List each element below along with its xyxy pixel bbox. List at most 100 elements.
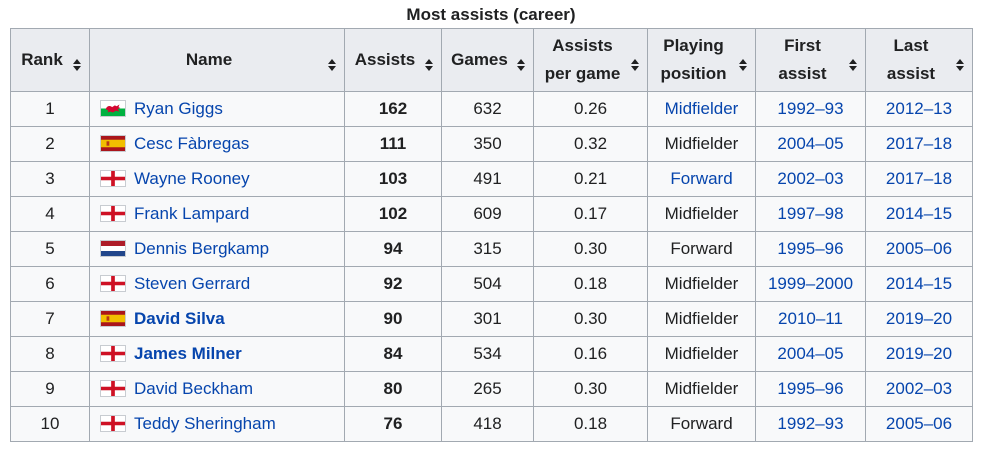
sort-arrows-icon[interactable] bbox=[738, 53, 748, 71]
first-assist-cell-link[interactable]: 2002–03 bbox=[777, 169, 844, 188]
table-row: 7 David Silva 90 301 0.30 Midfielder 2010–11 20… bbox=[10, 301, 973, 337]
position-cell: Forward bbox=[647, 231, 756, 267]
player-name-link[interactable]: Dennis Bergkamp bbox=[134, 239, 270, 258]
column-header-label-line: First bbox=[784, 36, 821, 55]
column-header-label-line: Playing bbox=[663, 36, 724, 55]
first-assist-cell-link[interactable]: 2004–05 bbox=[777, 344, 844, 363]
last-assist-cell-link[interactable]: 2014–15 bbox=[885, 204, 953, 223]
assists-table: Rank Name Assists Games Assists per game Playi… bbox=[10, 28, 973, 442]
sort-arrows-icon[interactable] bbox=[955, 53, 965, 71]
first-assist-cell: 2002–03 bbox=[755, 161, 866, 197]
name-cell: Dennis Bergkamp bbox=[89, 231, 345, 267]
games-cell: 534 bbox=[441, 336, 534, 372]
assists-per-game-cell: 0.17 bbox=[533, 196, 648, 232]
assists-per-game-cell: 0.32 bbox=[533, 126, 648, 162]
first-assist-cell-link[interactable]: 1997–98 bbox=[777, 204, 844, 223]
games-cell: 265 bbox=[441, 371, 534, 407]
column-header-apg[interactable]: Assists per game bbox=[533, 28, 648, 92]
first-assist-cell: 1995–96 bbox=[755, 231, 866, 267]
first-assist-cell: 2010–11 bbox=[755, 301, 866, 337]
table-row: 5 Dennis Bergkamp 94 315 0.30 Forward 1995–96 2… bbox=[10, 231, 973, 267]
column-header-games[interactable]: Games bbox=[441, 28, 534, 92]
rank-cell: 2 bbox=[10, 126, 90, 162]
last-assist-cell-link[interactable]: 2017–18 bbox=[885, 169, 953, 188]
column-header-first[interactable]: First assist bbox=[755, 28, 866, 92]
table-row: 1 Ryan Giggs 162 632 0.26 Midfielder 1992–93 20… bbox=[10, 91, 973, 127]
first-assist-cell-link[interactable]: 1992–93 bbox=[777, 414, 844, 433]
sort-arrows-icon[interactable] bbox=[848, 53, 858, 71]
first-assist-cell-link[interactable]: 2004–05 bbox=[777, 134, 844, 153]
england-flag-icon bbox=[100, 415, 126, 433]
name-cell: Steven Gerrard bbox=[89, 266, 345, 302]
table-row: 2 Cesc Fàbregas 111 350 0.32 Midfielder 2004–0… bbox=[10, 126, 973, 162]
column-header-name[interactable]: Name bbox=[89, 28, 345, 92]
rank-cell: 4 bbox=[10, 196, 90, 232]
position-cell-link[interactable]: Forward bbox=[670, 169, 733, 188]
sort-arrows-icon[interactable] bbox=[630, 53, 640, 71]
first-assist-cell-link[interactable]: 1992–93 bbox=[777, 99, 844, 118]
games-cell: 418 bbox=[441, 406, 534, 442]
rank-cell: 9 bbox=[10, 371, 90, 407]
england-flag-icon bbox=[100, 345, 126, 363]
position-cell: Forward bbox=[647, 161, 756, 197]
assists-cell: 102 bbox=[344, 196, 442, 232]
column-header-position[interactable]: Playing position bbox=[647, 28, 756, 92]
position-cell: Midfielder bbox=[647, 301, 756, 337]
sort-arrows-icon[interactable] bbox=[327, 53, 337, 71]
table-caption: Most assists (career) bbox=[406, 5, 576, 24]
name-cell: Wayne Rooney bbox=[89, 161, 345, 197]
column-header-label-line: assist bbox=[778, 64, 827, 83]
player-name-link[interactable]: Wayne Rooney bbox=[134, 169, 250, 188]
assists-cell: 94 bbox=[344, 231, 442, 267]
last-assist-cell-link[interactable]: 2017–18 bbox=[885, 134, 953, 153]
last-assist-cell-link[interactable]: 2019–20 bbox=[885, 344, 953, 363]
assists-cell: 84 bbox=[344, 336, 442, 372]
assists-per-game-cell: 0.30 bbox=[533, 231, 648, 267]
position-cell: Midfielder bbox=[647, 196, 756, 232]
assists-cell: 90 bbox=[344, 301, 442, 337]
first-assist-cell-link[interactable]: 1999–2000 bbox=[767, 274, 854, 293]
last-assist-cell-link[interactable]: 2005–06 bbox=[885, 414, 953, 433]
first-assist-cell-link[interactable]: 1995–96 bbox=[777, 379, 844, 398]
last-assist-cell-link[interactable]: 2002–03 bbox=[885, 379, 953, 398]
table-row: 4 Frank Lampard 102 609 0.17 Midfielder 1997–9… bbox=[10, 196, 973, 232]
player-name-link[interactable]: David Silva bbox=[134, 309, 225, 328]
last-assist-cell-link[interactable]: 2012–13 bbox=[885, 99, 953, 118]
rank-cell: 7 bbox=[10, 301, 90, 337]
player-name-link[interactable]: Steven Gerrard bbox=[134, 274, 251, 293]
last-assist-cell: 2019–20 bbox=[865, 336, 973, 372]
column-header-label: Assists bbox=[355, 46, 415, 74]
name-cell: Teddy Sheringham bbox=[89, 406, 345, 442]
first-assist-cell: 1997–98 bbox=[755, 196, 866, 232]
player-name-link[interactable]: Teddy Sheringham bbox=[134, 414, 276, 433]
player-name-link[interactable]: Ryan Giggs bbox=[134, 99, 223, 118]
position-cell-link[interactable]: Midfielder bbox=[664, 99, 739, 118]
player-name-link[interactable]: David Beckham bbox=[134, 379, 254, 398]
column-header-last[interactable]: Last assist bbox=[865, 28, 973, 92]
first-assist-cell: 1999–2000 bbox=[755, 266, 866, 302]
table-row: 9 David Beckham 80 265 0.30 Midfielder 1995–96… bbox=[10, 371, 973, 407]
column-header-label-line: Rank bbox=[21, 50, 63, 69]
player-name-link[interactable]: Cesc Fàbregas bbox=[134, 134, 250, 153]
assists-cell: 111 bbox=[344, 126, 442, 162]
column-header-rank[interactable]: Rank bbox=[10, 28, 90, 92]
sort-arrows-icon[interactable] bbox=[516, 53, 526, 71]
position-cell: Midfielder bbox=[647, 371, 756, 407]
games-cell: 315 bbox=[441, 231, 534, 267]
last-assist-cell-link[interactable]: 2014–15 bbox=[885, 274, 953, 293]
column-header-label: First assist bbox=[778, 32, 826, 88]
player-name-link[interactable]: Frank Lampard bbox=[134, 204, 250, 223]
first-assist-cell-link[interactable]: 1995–96 bbox=[777, 239, 844, 258]
sort-arrows-icon[interactable] bbox=[424, 53, 434, 71]
last-assist-cell-link[interactable]: 2005–06 bbox=[885, 239, 953, 258]
sort-arrows-icon[interactable] bbox=[72, 53, 82, 71]
assists-per-game-cell: 0.16 bbox=[533, 336, 648, 372]
first-assist-cell: 1995–96 bbox=[755, 371, 866, 407]
last-assist-cell-link[interactable]: 2019–20 bbox=[885, 309, 953, 328]
assists-per-game-cell: 0.30 bbox=[533, 301, 648, 337]
rank-cell: 10 bbox=[10, 406, 90, 442]
player-name-link[interactable]: James Milner bbox=[134, 344, 242, 363]
rank-cell: 3 bbox=[10, 161, 90, 197]
column-header-assists[interactable]: Assists bbox=[344, 28, 442, 92]
first-assist-cell-link[interactable]: 2010–11 bbox=[778, 309, 843, 328]
